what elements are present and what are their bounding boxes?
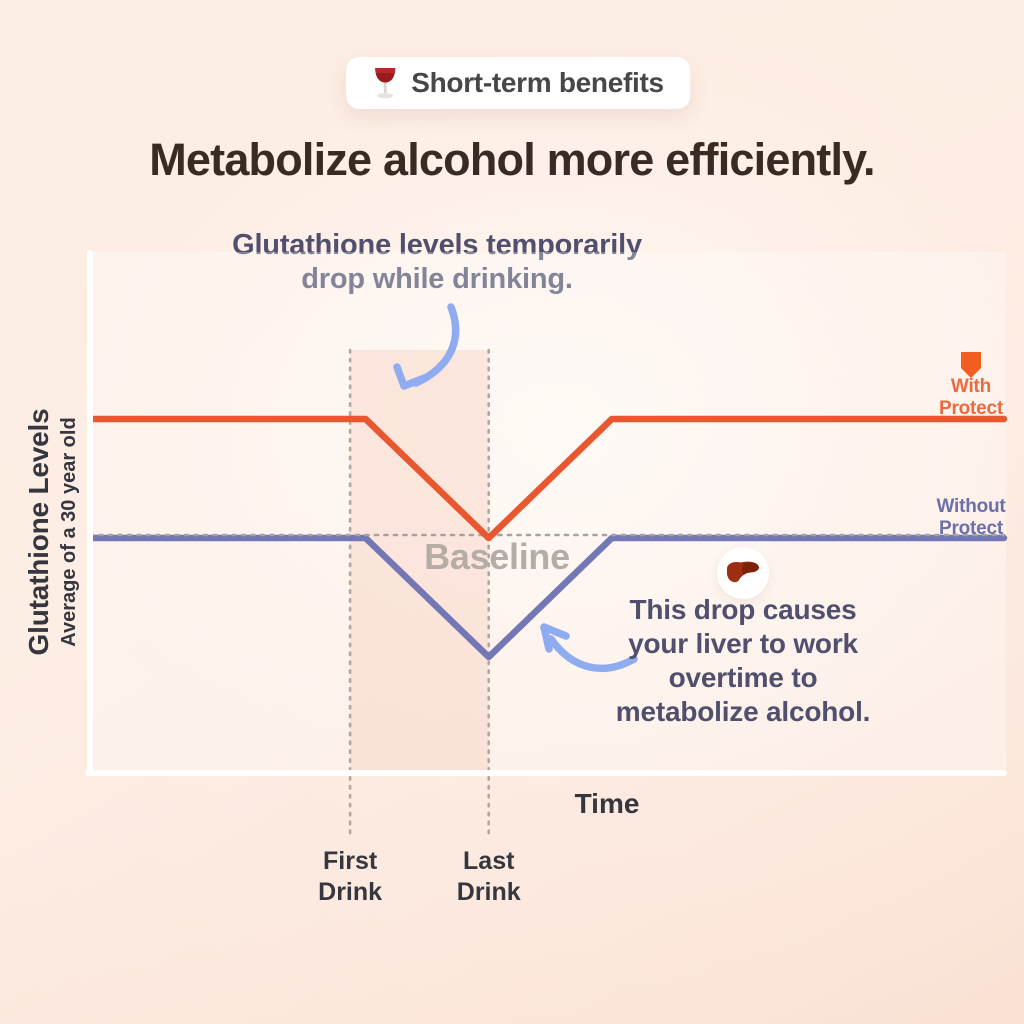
badge-label: Short-term benefits xyxy=(411,67,664,98)
legend-with-protect: With Protect xyxy=(939,376,1003,421)
first-drink-label: First Drink xyxy=(318,846,382,909)
y-axis-subtitle: Average of a 30 year old xyxy=(58,417,80,647)
liver-annotation-line2: your liver to work xyxy=(628,628,858,660)
last-drink-line2: Drink xyxy=(456,878,521,907)
last-drink-line1: Last xyxy=(463,847,515,875)
top-annotation-line1: Glutathione levels temporarily xyxy=(232,229,642,261)
liver-badge xyxy=(717,547,769,599)
arrow-up-head-icon xyxy=(540,623,570,653)
liver-annotation: This drop causes your liver to work over… xyxy=(573,593,913,730)
without-protect-line xyxy=(88,534,1008,661)
wine-glass-icon xyxy=(375,68,396,99)
y-axis-title: Glutathione Levels xyxy=(23,408,54,656)
shield-icon xyxy=(961,352,981,378)
top-annotation: Glutathione levels temporarily drop whil… xyxy=(207,228,667,296)
y-axis-label: Glutathione Levels Average of a 30 year … xyxy=(23,409,81,656)
legend-with-line1: With xyxy=(950,376,992,397)
last-drink-label: Last Drink xyxy=(457,846,521,909)
x-axis-title: Time xyxy=(574,788,640,819)
top-annotation-line2: drop while drinking. xyxy=(207,262,667,296)
arrow-up-icon xyxy=(547,635,638,673)
liver-annotation-line1: This drop causes xyxy=(629,594,857,625)
plot-area xyxy=(90,252,1006,771)
page-title: Metabolize alcohol more efficiently. xyxy=(149,134,875,185)
legend-with-line2: Protect xyxy=(938,398,1004,420)
baseline-label: Baseline xyxy=(424,536,570,577)
legend-without-protect: Without Protect xyxy=(936,496,1005,541)
first-drink-line1: First xyxy=(323,847,378,875)
liver-annotation-line4: metabolize alcohol. xyxy=(615,696,871,728)
liver-icon xyxy=(727,561,760,583)
with-protect-line xyxy=(88,415,1008,542)
first-drink-line2: Drink xyxy=(318,878,383,907)
legend-without-line2: Protect xyxy=(938,518,1004,540)
liver-annotation-line3: overtime to xyxy=(668,662,818,694)
header-badge: Short-term benefits xyxy=(346,57,690,109)
legend-without-line1: Without xyxy=(936,496,1006,517)
arrow-down-head-icon xyxy=(393,363,431,390)
drinking-window-band xyxy=(350,350,489,771)
